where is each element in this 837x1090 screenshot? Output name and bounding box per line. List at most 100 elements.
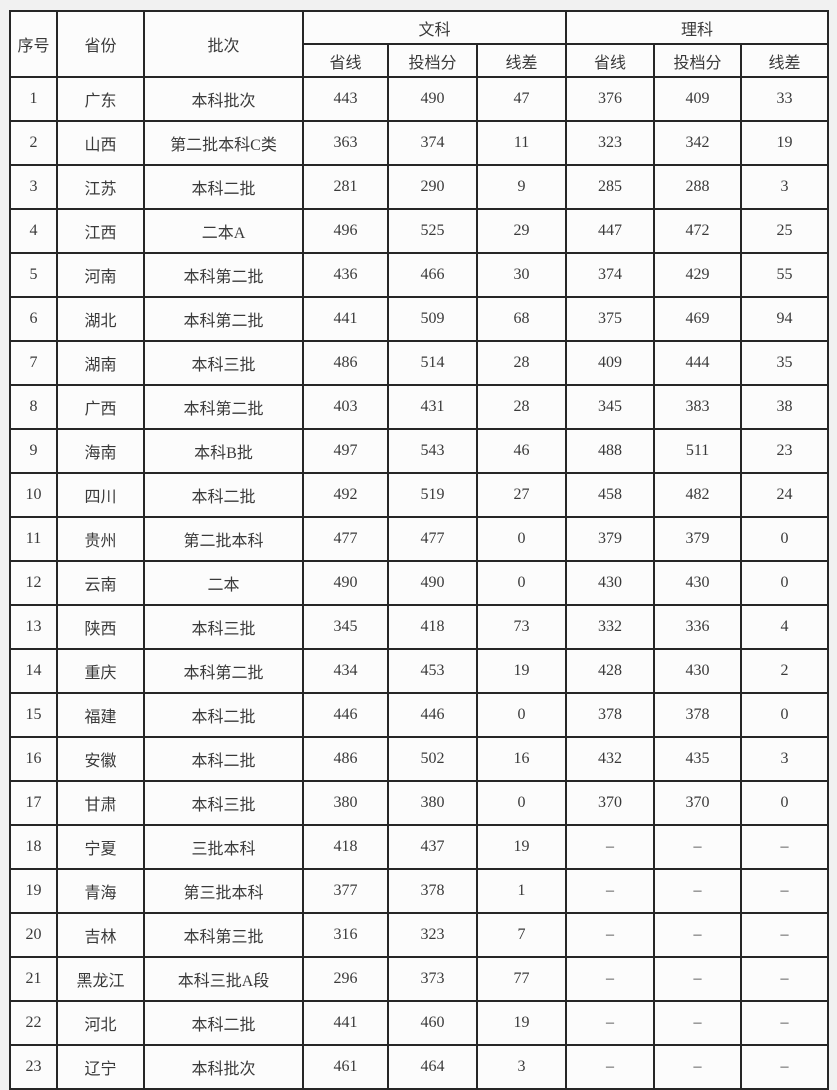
cell-province: 重庆	[56, 648, 145, 694]
table-row: 1 广东 本科批次 443 490 47 376 409 33	[9, 76, 830, 122]
cell-index: 18	[9, 824, 58, 870]
cell-wenke-toudangfen: 490	[387, 76, 478, 122]
cell-index: 1	[9, 76, 58, 122]
table-row: 18 宁夏 三批本科 418 437 19– – –	[9, 824, 830, 870]
cell-province: 海南	[56, 428, 145, 474]
cell-province: 青海	[56, 868, 145, 914]
cell-province: 广西	[56, 384, 145, 430]
cell-batch: 本科三批A段	[143, 956, 304, 1002]
cell-wenke-toudangfen: 464	[387, 1044, 478, 1090]
cell-wenke-toudangfen: 460	[387, 1000, 478, 1046]
cell-like-toudangfen: 430	[653, 648, 743, 694]
cell-like-toudangfen: 429	[653, 252, 743, 298]
cell-like-shengxian: 323	[565, 120, 656, 166]
cell-like-toudangfen: –	[653, 868, 743, 914]
cell-batch: 本科二批	[143, 164, 304, 210]
cell-wenke-toudangfen: 446	[387, 692, 478, 738]
table-row: 22 河北 本科二批 441 460 19– – –	[9, 1000, 830, 1046]
cell-wenke-toudangfen: 502	[387, 736, 478, 782]
cell-wenke-shengxian: 281	[302, 164, 389, 210]
cell-index: 21	[9, 956, 58, 1002]
cell-like-toudangfen: 482	[653, 472, 743, 518]
cell-like-xiancha: 0	[740, 780, 830, 826]
cell-like-shengxian: 379	[565, 516, 656, 562]
cell-batch: 本科二批	[143, 736, 304, 782]
cell-index: 9	[9, 428, 58, 474]
table-row: 23 辽宁 本科批次 461 464 3– – –	[9, 1044, 830, 1090]
cell-batch: 本科二批	[143, 472, 304, 518]
col-header-wenke-xiancha: 线差	[475, 43, 568, 78]
cell-wenke-shengxian: 441	[302, 296, 389, 342]
table-row: 11 贵州 第二批本科 477 477 0 379 379 0	[9, 516, 830, 562]
cell-like-xiancha: 2	[740, 648, 830, 694]
page-background: 序号 省份 批次 文科 理科 省线 投档分 线差 省线 投档分 线差 1 广东 本科…	[9, 10, 830, 1090]
cell-like-toudangfen: 336	[653, 604, 743, 650]
table-row: 8 广西 本科第二批 403 431 28 345 383 38	[9, 384, 830, 430]
cell-province: 广东	[56, 76, 145, 122]
cell-wenke-xiancha: 28	[475, 340, 568, 386]
cell-wenke-xiancha: 29	[475, 208, 568, 254]
cell-wenke-shengxian: 316	[302, 912, 389, 958]
cell-province: 安徽	[56, 736, 145, 782]
cell-like-shengxian: 447	[565, 208, 656, 254]
cell-batch: 本科三批	[143, 340, 304, 386]
cell-wenke-xiancha: 27	[475, 472, 568, 518]
col-header-wenke-toudangfen: 投档分	[387, 43, 478, 78]
cell-like-xiancha: –	[740, 868, 830, 914]
cell-like-toudangfen: 342	[653, 120, 743, 166]
cell-like-toudangfen: 370	[653, 780, 743, 826]
cell-province: 宁夏	[56, 824, 145, 870]
cell-like-xiancha: 3	[740, 736, 830, 782]
cell-batch: 二本A	[143, 208, 304, 254]
cell-index: 13	[9, 604, 58, 650]
cell-like-toudangfen: –	[653, 956, 743, 1002]
cell-like-shengxian: –	[565, 824, 656, 870]
cell-like-shengxian: –	[565, 868, 656, 914]
cell-province: 吉林	[56, 912, 145, 958]
cell-wenke-shengxian: 403	[302, 384, 389, 430]
cell-like-xiancha: 19	[740, 120, 830, 166]
cell-batch: 本科B批	[143, 428, 304, 474]
cell-like-shengxian: –	[565, 956, 656, 1002]
cell-province: 云南	[56, 560, 145, 606]
table-row: 13 陕西 本科三批 345 418 73 332 336 4	[9, 604, 830, 650]
table-row: 2 山西 第二批本科C类 363 374 11 323 342 19	[9, 120, 830, 166]
cell-batch: 本科批次	[143, 76, 304, 122]
cell-wenke-xiancha: 1	[475, 868, 568, 914]
cell-batch: 本科批次	[143, 1044, 304, 1090]
cell-wenke-xiancha: 7	[475, 912, 568, 958]
cell-index: 22	[9, 1000, 58, 1046]
cell-wenke-shengxian: 380	[302, 780, 389, 826]
col-header-province: 省份	[56, 10, 145, 78]
cell-index: 2	[9, 120, 58, 166]
cell-like-xiancha: –	[740, 1044, 830, 1090]
col-header-wenke-shengxian: 省线	[302, 43, 389, 78]
cell-wenke-shengxian: 296	[302, 956, 389, 1002]
cell-index: 4	[9, 208, 58, 254]
cell-wenke-xiancha: 0	[475, 516, 568, 562]
cell-like-shengxian: 376	[565, 76, 656, 122]
cell-like-xiancha: –	[740, 1000, 830, 1046]
col-group-science: 理科	[565, 10, 830, 45]
cell-wenke-shengxian: 497	[302, 428, 389, 474]
cell-wenke-shengxian: 446	[302, 692, 389, 738]
cell-like-shengxian: 374	[565, 252, 656, 298]
cell-like-xiancha: 25	[740, 208, 830, 254]
cell-province: 福建	[56, 692, 145, 738]
cell-like-shengxian: –	[565, 1044, 656, 1090]
table-header: 序号 省份 批次 文科 理科 省线 投档分 线差 省线 投档分 线差	[9, 10, 830, 78]
cell-wenke-xiancha: 30	[475, 252, 568, 298]
cell-wenke-xiancha: 28	[475, 384, 568, 430]
table-row: 9 海南 本科B批 497 543 46 488 511 23	[9, 428, 830, 474]
cell-like-toudangfen: 379	[653, 516, 743, 562]
cell-like-shengxian: 409	[565, 340, 656, 386]
cell-wenke-xiancha: 0	[475, 692, 568, 738]
cell-wenke-toudangfen: 509	[387, 296, 478, 342]
cell-index: 7	[9, 340, 58, 386]
table-row: 4 江西 二本A 496 525 29 447 472 25	[9, 208, 830, 254]
cell-batch: 本科二批	[143, 1000, 304, 1046]
cell-batch: 第三批本科	[143, 868, 304, 914]
table-row: 5 河南 本科第二批 436 466 30 374 429 55	[9, 252, 830, 298]
cell-like-toudangfen: 430	[653, 560, 743, 606]
cell-like-xiancha: 3	[740, 164, 830, 210]
